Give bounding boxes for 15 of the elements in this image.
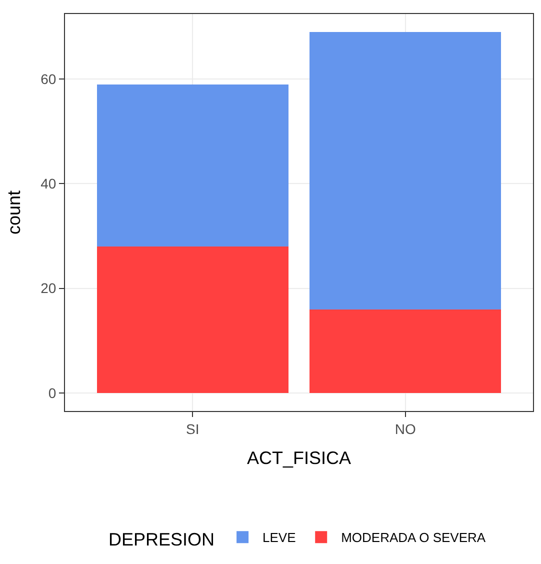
bar [310, 309, 502, 393]
bar [96, 246, 288, 393]
bar [96, 84, 288, 246]
legend-label: MODERADA O SEVERA [341, 530, 486, 546]
legend-title: DEPRESION [108, 530, 215, 550]
bar [310, 32, 502, 310]
x-tick-label: NO [394, 420, 416, 437]
x-tick-label: SI [186, 420, 200, 437]
legend-label: LEVE [262, 530, 296, 546]
y-tick-label: 40 [40, 176, 56, 192]
y-axis-title: count [4, 190, 24, 235]
y-tick-label: 0 [48, 384, 56, 401]
x-axis-title: ACT_FISICA [246, 448, 352, 468]
y-tick-label: 60 [40, 71, 56, 88]
y-tick-label: 20 [40, 280, 56, 296]
